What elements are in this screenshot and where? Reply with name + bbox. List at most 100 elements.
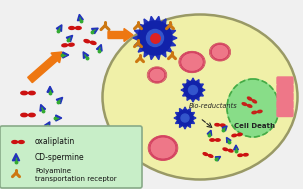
Polygon shape [66, 35, 73, 42]
Polygon shape [200, 84, 203, 87]
Polygon shape [179, 108, 182, 112]
Polygon shape [191, 78, 195, 81]
Ellipse shape [180, 52, 204, 72]
Circle shape [146, 29, 164, 46]
Ellipse shape [102, 15, 298, 180]
Polygon shape [156, 54, 160, 60]
Polygon shape [174, 116, 177, 119]
Circle shape [177, 110, 193, 126]
Polygon shape [181, 88, 184, 91]
Polygon shape [144, 19, 148, 24]
Ellipse shape [203, 153, 208, 155]
Polygon shape [175, 121, 179, 123]
Polygon shape [227, 137, 231, 143]
Polygon shape [138, 24, 143, 29]
Polygon shape [167, 47, 172, 52]
Polygon shape [133, 36, 138, 40]
Polygon shape [170, 30, 176, 34]
Ellipse shape [211, 44, 229, 60]
Ellipse shape [62, 44, 68, 47]
FancyBboxPatch shape [277, 85, 293, 92]
Polygon shape [215, 156, 221, 161]
Ellipse shape [90, 41, 96, 44]
Ellipse shape [232, 134, 237, 137]
Polygon shape [200, 93, 203, 96]
Ellipse shape [75, 27, 81, 29]
FancyArrow shape [108, 29, 133, 42]
Polygon shape [183, 93, 186, 96]
Text: oxaliplatin: oxaliplatin [35, 138, 75, 146]
Polygon shape [167, 24, 172, 29]
Polygon shape [144, 52, 148, 57]
Ellipse shape [12, 141, 18, 143]
Ellipse shape [220, 124, 225, 126]
Polygon shape [184, 126, 187, 129]
Ellipse shape [84, 40, 90, 43]
Polygon shape [207, 130, 211, 136]
Polygon shape [134, 42, 140, 46]
FancyBboxPatch shape [277, 109, 293, 116]
Polygon shape [196, 97, 199, 100]
Polygon shape [63, 52, 69, 58]
Ellipse shape [223, 148, 228, 151]
Polygon shape [83, 52, 89, 58]
Polygon shape [188, 124, 191, 128]
Ellipse shape [69, 27, 75, 29]
Ellipse shape [252, 111, 257, 114]
Polygon shape [191, 99, 195, 102]
Text: Cell Death: Cell Death [235, 123, 275, 129]
Ellipse shape [21, 91, 28, 95]
Polygon shape [44, 122, 50, 129]
Polygon shape [196, 80, 199, 83]
Polygon shape [47, 86, 53, 92]
Polygon shape [222, 126, 227, 131]
Polygon shape [96, 44, 102, 51]
Polygon shape [183, 84, 186, 87]
Circle shape [138, 21, 172, 55]
Ellipse shape [227, 79, 279, 137]
Polygon shape [170, 42, 176, 46]
Ellipse shape [149, 136, 177, 160]
FancyBboxPatch shape [277, 93, 293, 101]
Ellipse shape [237, 133, 242, 136]
Ellipse shape [247, 105, 252, 107]
Ellipse shape [228, 149, 233, 152]
Polygon shape [40, 105, 45, 111]
Polygon shape [187, 97, 190, 100]
Ellipse shape [210, 139, 215, 141]
FancyBboxPatch shape [277, 101, 293, 108]
Polygon shape [161, 52, 166, 57]
Circle shape [188, 85, 198, 94]
FancyBboxPatch shape [277, 77, 293, 84]
Ellipse shape [208, 155, 213, 157]
FancyArrow shape [28, 52, 62, 83]
Polygon shape [187, 80, 190, 83]
Text: Bio-reductants: Bio-reductants [189, 103, 237, 109]
Polygon shape [56, 97, 63, 104]
Polygon shape [56, 115, 62, 121]
Ellipse shape [18, 141, 24, 143]
Polygon shape [179, 124, 182, 128]
Ellipse shape [28, 113, 35, 117]
FancyBboxPatch shape [0, 126, 142, 188]
Ellipse shape [21, 113, 28, 117]
Polygon shape [188, 108, 191, 112]
Ellipse shape [149, 68, 165, 82]
Polygon shape [134, 30, 140, 34]
Polygon shape [150, 54, 154, 60]
Polygon shape [56, 25, 62, 31]
Circle shape [184, 81, 202, 99]
Polygon shape [161, 19, 166, 24]
Polygon shape [202, 88, 205, 91]
Polygon shape [156, 16, 160, 22]
Ellipse shape [252, 100, 257, 103]
Polygon shape [234, 145, 238, 150]
Ellipse shape [68, 43, 74, 46]
Polygon shape [191, 121, 195, 123]
Polygon shape [138, 47, 143, 52]
Polygon shape [193, 116, 196, 119]
Polygon shape [92, 28, 98, 34]
Ellipse shape [215, 124, 220, 126]
Polygon shape [184, 107, 187, 110]
Polygon shape [78, 14, 83, 21]
